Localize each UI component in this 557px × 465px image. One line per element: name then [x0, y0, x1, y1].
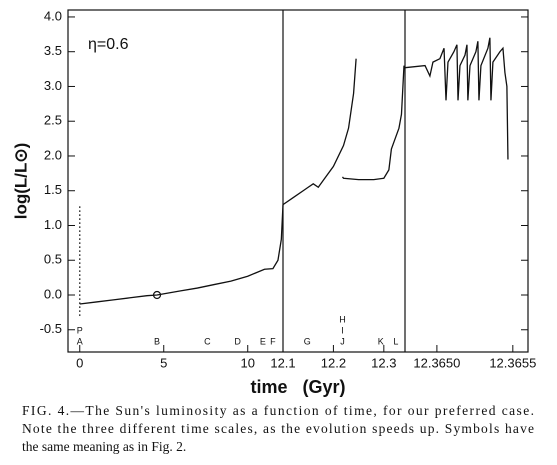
point-label: C — [204, 336, 211, 346]
x-tick-label: 12.3655 — [489, 355, 536, 370]
point-label: D — [234, 336, 241, 346]
point-label: L — [393, 336, 398, 346]
y-axis-label: log(L/L⊙) — [11, 143, 30, 220]
point-label: H — [339, 314, 346, 324]
point-label: B — [154, 336, 160, 346]
x-tick-label: 12.2 — [321, 355, 346, 370]
x-tick-label: 5 — [160, 355, 167, 370]
x-tick-label: 12.3 — [371, 355, 396, 370]
y-tick-label: -0.5 — [40, 321, 62, 336]
y-tick-label: 2.0 — [44, 147, 62, 162]
y-tick-label: 2.5 — [44, 113, 62, 128]
y-tick-label: 3.5 — [44, 43, 62, 58]
luminosity-line — [79, 204, 284, 305]
y-tick-label: 0.5 — [44, 252, 62, 267]
y-tick-label: 3.0 — [44, 78, 62, 93]
point-label: J — [340, 336, 345, 346]
x-tick-label: 12.3650 — [413, 355, 460, 370]
y-tick-label: 0.0 — [44, 286, 62, 301]
x-tick-label: 10 — [240, 355, 254, 370]
marker — [152, 290, 162, 300]
luminosity-line — [282, 58, 405, 206]
point-label: G — [304, 336, 311, 346]
caption-line: the same meaning as in Fig. 2. — [22, 439, 186, 454]
x-axis-label: time (Gyr) — [250, 377, 345, 397]
caption-line: FIG. 4.—The Sun's luminosity as a functi… — [22, 403, 534, 418]
y-tick-label: 1.0 — [44, 217, 62, 232]
point-label: F — [270, 336, 276, 346]
y-tick-label: 1.5 — [44, 182, 62, 197]
point-label: I — [341, 325, 344, 335]
point-label: A — [77, 336, 83, 346]
plot-frame — [67, 9, 529, 353]
point-label: E — [260, 336, 266, 346]
luminosity-line — [404, 37, 509, 160]
x-tick-label: 12.1 — [270, 355, 295, 370]
x-tick-label: 0 — [76, 355, 83, 370]
caption-line: Note the three different time scales, as… — [22, 421, 534, 436]
y-tick-label: 4.0 — [44, 8, 62, 23]
point-label: P — [77, 325, 83, 335]
point-label: K — [378, 336, 384, 346]
eta-annotation: η=0.6 — [88, 36, 129, 53]
